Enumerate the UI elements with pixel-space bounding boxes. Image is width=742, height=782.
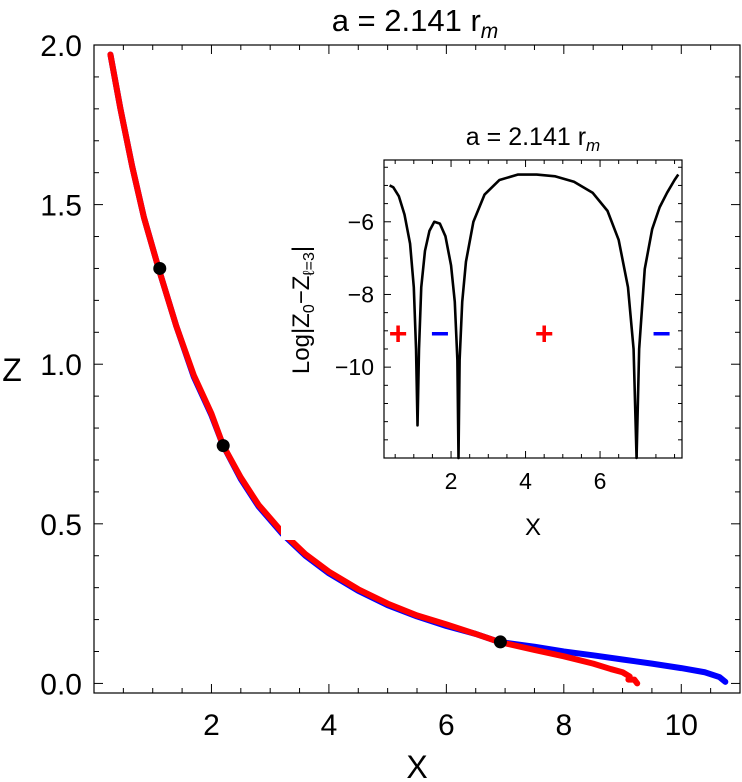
inset-ticks (384, 160, 682, 459)
inset-minus-sign: − (431, 315, 450, 351)
inset-plot: a = 2.141 rm 2 4 6−6−8−10 + − + − X Log|Z0−Zℓ… (281, 120, 693, 541)
inset-y-tick-label: −8 (348, 281, 374, 307)
inset-plus-sign: + (535, 315, 554, 351)
inset-background (281, 120, 693, 540)
main-title-text: a = 2.141 r (332, 3, 481, 38)
main-tick-labels: 2 4 6 8 10 0.0 0.5 1.0 1.5 2.0 (40, 30, 698, 742)
inset-plot-frame (383, 159, 683, 459)
main-y-tick-label: 2.0 (40, 30, 82, 63)
inset-series (389, 173, 680, 460)
inset-plus-sign: + (389, 315, 408, 351)
main-marker-point (153, 261, 167, 275)
inset-title-subscript: m (586, 136, 600, 155)
inset-y-label-part-3: −Z (288, 276, 315, 305)
inset-sign-annotations: + − + − (389, 315, 671, 351)
inset-y-tick-label: −10 (335, 354, 374, 380)
main-x-tick-label: 8 (555, 709, 572, 742)
inset-title-text: a = 2.141 r (466, 123, 586, 151)
main-ticks (93, 44, 741, 693)
inset-x-tick-label: 2 (445, 468, 458, 494)
inset-title: a = 2.141 rm (466, 123, 600, 155)
main-title: a = 2.141 rm (332, 3, 499, 43)
inset-x-tick-label: 6 (594, 468, 607, 494)
inset-minus-sign: − (652, 315, 671, 351)
main-x-tick-label: 6 (438, 709, 455, 742)
inset-series-line-1 (389, 173, 680, 460)
inset-x-tick-label: 4 (519, 468, 532, 494)
inset-y-tick-label: −6 (348, 209, 374, 235)
main-marker-point (216, 439, 230, 453)
inset-x-axis-label: X (525, 514, 541, 541)
inset-y-axis-label: Log|Z0−Zℓ=3| (288, 246, 318, 374)
main-x-axis-label: X (406, 749, 427, 782)
main-y-tick-label: 0.0 (40, 668, 82, 701)
main-y-tick-label: 1.0 (40, 349, 82, 382)
main-x-tick-label: 2 (203, 709, 220, 742)
main-series-line-2 (107, 51, 641, 687)
main-series (107, 51, 729, 687)
main-plot: a = 2.141 rm 2 4 6 8 100.00.51.01.52.0 X Z (2, 3, 741, 782)
main-x-tick-label: 4 (321, 709, 338, 742)
main-markers (153, 261, 507, 649)
main-x-tick-label: 10 (665, 709, 698, 742)
main-y-tick-label: 0.5 (40, 509, 82, 542)
inset-y-label-part-2: 0 (301, 304, 318, 313)
main-marker-point (493, 635, 507, 649)
main-title-subscript: m (481, 20, 499, 43)
main-y-tick-label: 1.5 (40, 190, 82, 223)
inset-tick-labels: 2 4 6 −6 −8 −10 (335, 209, 606, 494)
main-y-axis-label: Z (2, 352, 22, 388)
inset-y-label-part-5: | (288, 246, 315, 252)
inset-y-label-part-1: Log|Z (288, 313, 315, 374)
inset-y-label-part-4: ℓ=3 (301, 252, 318, 276)
